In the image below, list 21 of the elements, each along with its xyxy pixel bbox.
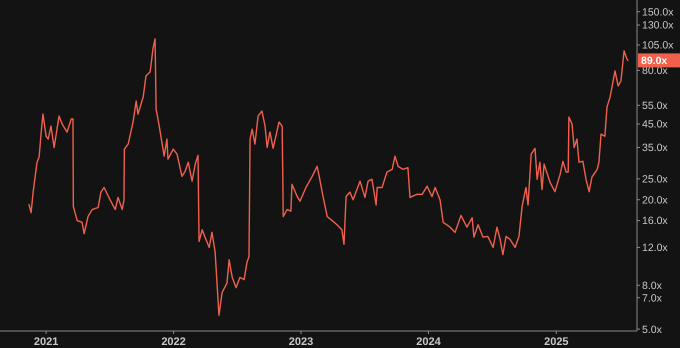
y-tick-label: 35.0x xyxy=(642,142,668,154)
x-tick-label: 2023 xyxy=(288,336,314,348)
annotation: 89.0x xyxy=(641,55,668,68)
y-tick-label: 16.0x xyxy=(642,215,668,228)
y-tick-label: 20.0x xyxy=(642,194,668,206)
y-tick-label: 8.0x xyxy=(642,280,663,292)
y-tick-label: 12.0x xyxy=(642,242,668,254)
y-tick-label: 45.0x xyxy=(642,118,668,131)
x-tick-label: 2025 xyxy=(544,336,569,348)
y-tick-label: 105.0x xyxy=(642,40,674,52)
y-tick-label: 130.0x xyxy=(642,20,674,32)
y-tick-label: 55.0x xyxy=(642,100,668,112)
y-tick-label: 80.0x xyxy=(642,65,668,78)
y-tick-label: 5.0x xyxy=(642,324,663,336)
x-tick-label: 2024 xyxy=(416,336,442,348)
y-tick-label: 150.0x xyxy=(642,6,674,18)
x-tick-label: 2022 xyxy=(161,336,186,348)
y-tick-label: 25.0x xyxy=(642,174,668,186)
x-tick-label: 2021 xyxy=(34,336,58,348)
y-tick-label: 7.0x xyxy=(642,292,663,304)
line-series xyxy=(28,38,629,316)
